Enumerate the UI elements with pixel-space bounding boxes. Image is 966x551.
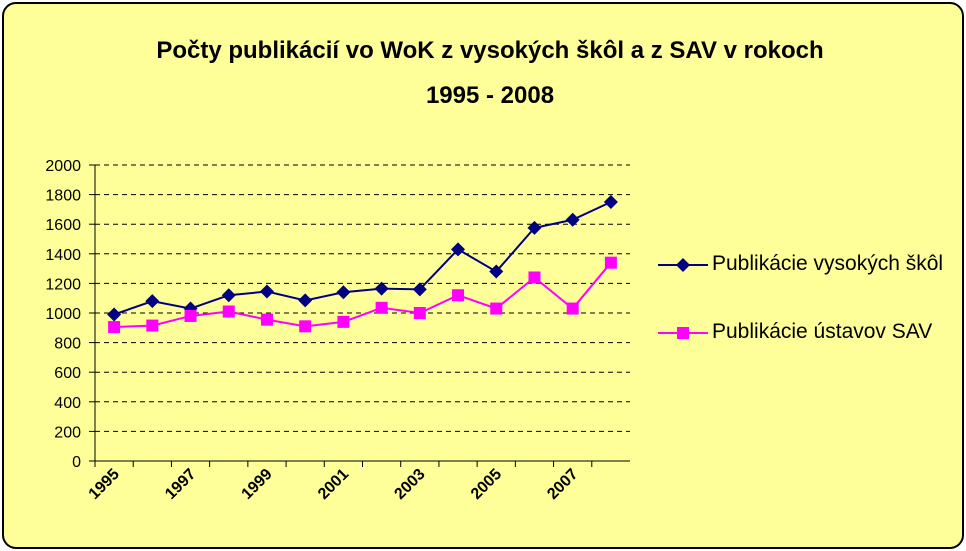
x-tick-label: 2001 bbox=[315, 466, 352, 503]
marker bbox=[451, 242, 466, 257]
marker bbox=[299, 320, 312, 333]
series-line bbox=[113, 201, 612, 316]
marker bbox=[337, 315, 350, 328]
marker bbox=[107, 307, 122, 322]
y-tick-label: 1400 bbox=[45, 247, 81, 264]
marker bbox=[490, 302, 503, 315]
y-tick-label: 1800 bbox=[45, 188, 81, 205]
marker bbox=[146, 319, 159, 332]
marker bbox=[565, 212, 580, 227]
y-tick-label: 2000 bbox=[45, 158, 81, 175]
y-tick-label: 200 bbox=[54, 424, 81, 441]
marker bbox=[452, 289, 465, 302]
x-tick-label: 2003 bbox=[391, 466, 428, 503]
y-tick-label: 1600 bbox=[45, 217, 81, 234]
y-tick-label: 800 bbox=[54, 336, 81, 353]
x-tick-label: 2005 bbox=[468, 466, 505, 503]
marker bbox=[489, 264, 504, 279]
marker bbox=[184, 309, 197, 322]
marker bbox=[374, 281, 389, 296]
x-tick-label: 2007 bbox=[544, 466, 581, 503]
x-tick-label: 1995 bbox=[86, 466, 123, 503]
y-tick-label: 0 bbox=[72, 454, 81, 471]
marker bbox=[527, 220, 542, 235]
marker bbox=[145, 294, 160, 309]
marker bbox=[412, 282, 427, 297]
marker bbox=[222, 305, 235, 318]
marker bbox=[298, 293, 313, 308]
marker bbox=[566, 302, 579, 315]
y-tick-label: 1000 bbox=[45, 306, 81, 323]
marker bbox=[413, 307, 426, 319]
y-tick-label: 400 bbox=[54, 395, 81, 412]
x-tick-label: 1999 bbox=[239, 466, 276, 503]
marker bbox=[676, 258, 690, 272]
marker bbox=[221, 288, 236, 303]
marker bbox=[677, 327, 689, 339]
chart-title: Počty publikácií vo WoK z vysokých škôl … bbox=[156, 37, 824, 109]
y-tick-label: 600 bbox=[54, 365, 81, 382]
marker bbox=[260, 313, 273, 326]
marker bbox=[108, 321, 121, 334]
x-tick-label: 1997 bbox=[162, 466, 199, 503]
y-tick-label: 1200 bbox=[45, 276, 81, 293]
marker bbox=[604, 256, 617, 269]
marker bbox=[375, 301, 388, 314]
marker bbox=[528, 271, 541, 284]
legend-label: Publikácie vysokých škôl bbox=[712, 252, 944, 275]
legend-label: Publikácie ústavov SAV bbox=[712, 320, 933, 343]
marker bbox=[336, 285, 351, 300]
marker bbox=[603, 195, 618, 209]
marker bbox=[259, 284, 274, 299]
series-line bbox=[114, 262, 612, 329]
